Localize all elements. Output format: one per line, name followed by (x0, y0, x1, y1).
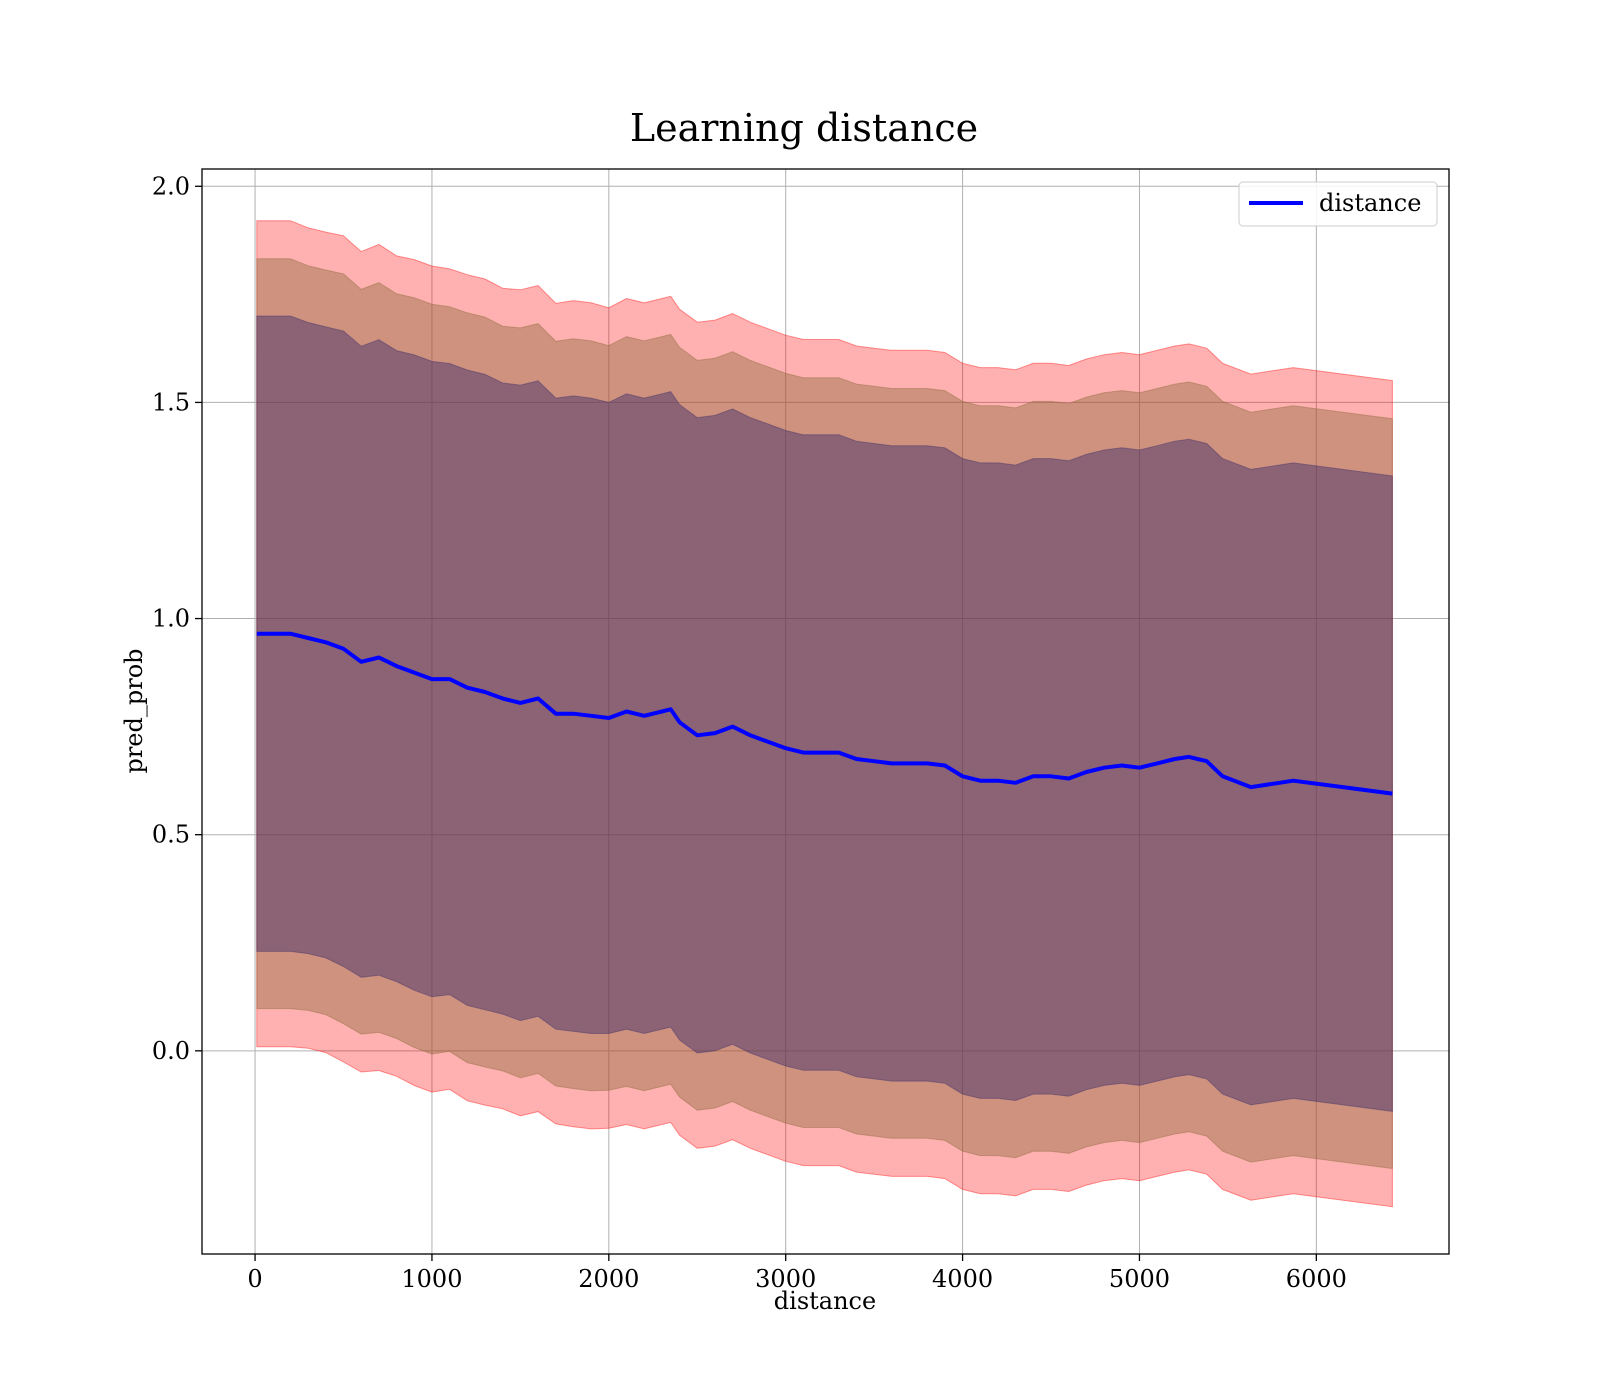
plot-frame (201, 168, 1450, 1255)
y-tick-label-0: 0.0 (152, 1037, 190, 1065)
y-tick-label-1: 0.5 (152, 821, 190, 849)
legend-box (1238, 181, 1438, 227)
y-tick-label-2: 1.0 (152, 605, 190, 633)
x-tick-label-4: 4000 (932, 1265, 993, 1293)
bands (256, 220, 1393, 1208)
x-tick-label-1: 1000 (401, 1265, 462, 1293)
chart-title: Learning distance (630, 106, 978, 150)
band-1 (256, 258, 1393, 1170)
band-2 (256, 315, 1393, 1112)
lines (256, 631, 1393, 796)
x-tick-label-0: 0 (247, 1265, 262, 1293)
x-axis-label: distance (774, 1287, 876, 1315)
band-0 (256, 220, 1393, 1208)
legend: distance (1238, 181, 1438, 227)
y-tick-label-4: 2.0 (152, 172, 190, 200)
legend-label-distance: distance (1319, 189, 1421, 217)
x-axis-ticks: 0 1000 2000 3000 4000 5000 6000 (247, 1254, 1347, 1293)
x-tick-label-6: 6000 (1286, 1265, 1347, 1293)
x-tick-label-3: 3000 (755, 1265, 816, 1293)
y-tick-label-3: 1.5 (152, 388, 190, 416)
y-axis-label: pred_prob (120, 648, 148, 773)
x-tick-label-5: 5000 (1109, 1265, 1170, 1293)
x-tick-label-2: 2000 (578, 1265, 639, 1293)
y-axis-ticks: 0.0 0.5 1.0 1.5 2.0 (152, 172, 202, 1065)
grid (202, 169, 1449, 1254)
